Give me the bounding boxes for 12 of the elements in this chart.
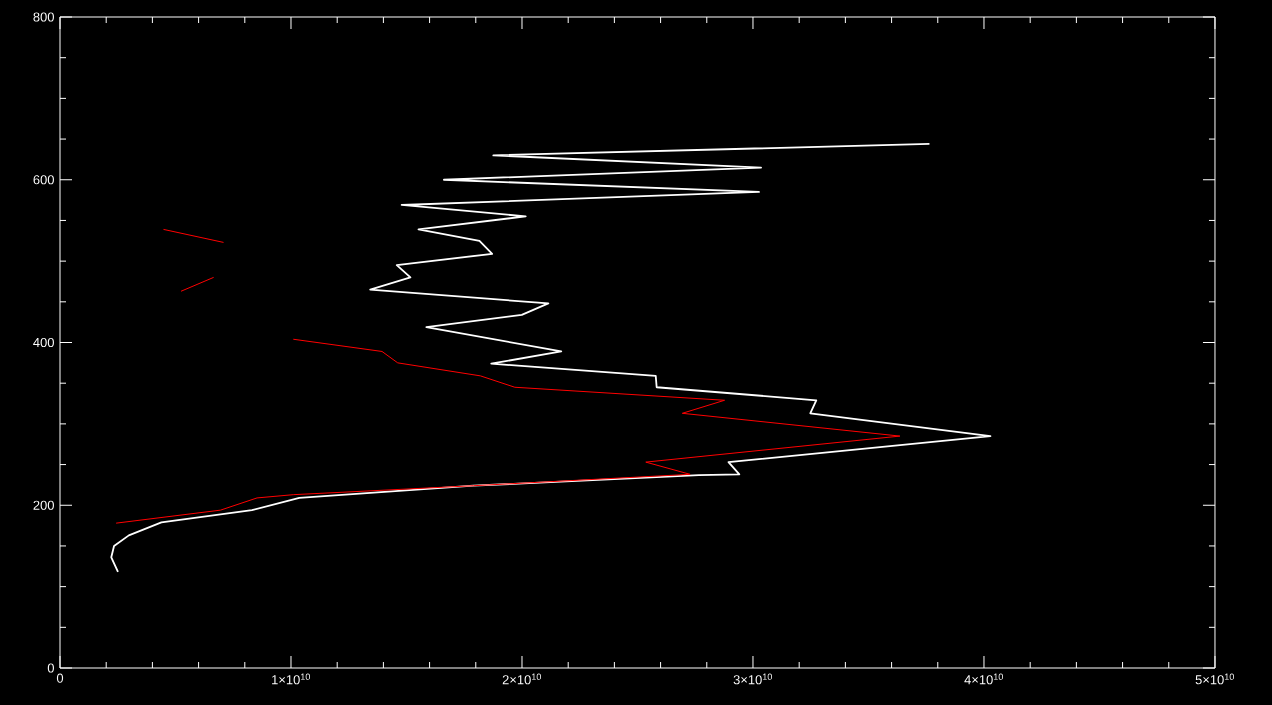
y-tick-label: 400 [33,337,54,348]
x-tick-label: 2×10$^{10}$ [502,673,542,685]
y-tick-label: 200 [33,500,54,510]
line-series [110,143,992,573]
x-tick-label: 3×10$^{10}$ [733,673,773,685]
x-tick-label: 5×10$^{10}$ [1195,673,1234,685]
y-tick-label: 600 [33,175,54,185]
x-tick-label: 0 [56,673,64,683]
y-tick-label: 800 [33,12,54,22]
y-tick-label: 0 [47,663,54,673]
x-tick-label: 4×10$^{10}$ [964,673,1003,685]
x-tick-label: 1×10$^{10}$ [272,673,311,685]
